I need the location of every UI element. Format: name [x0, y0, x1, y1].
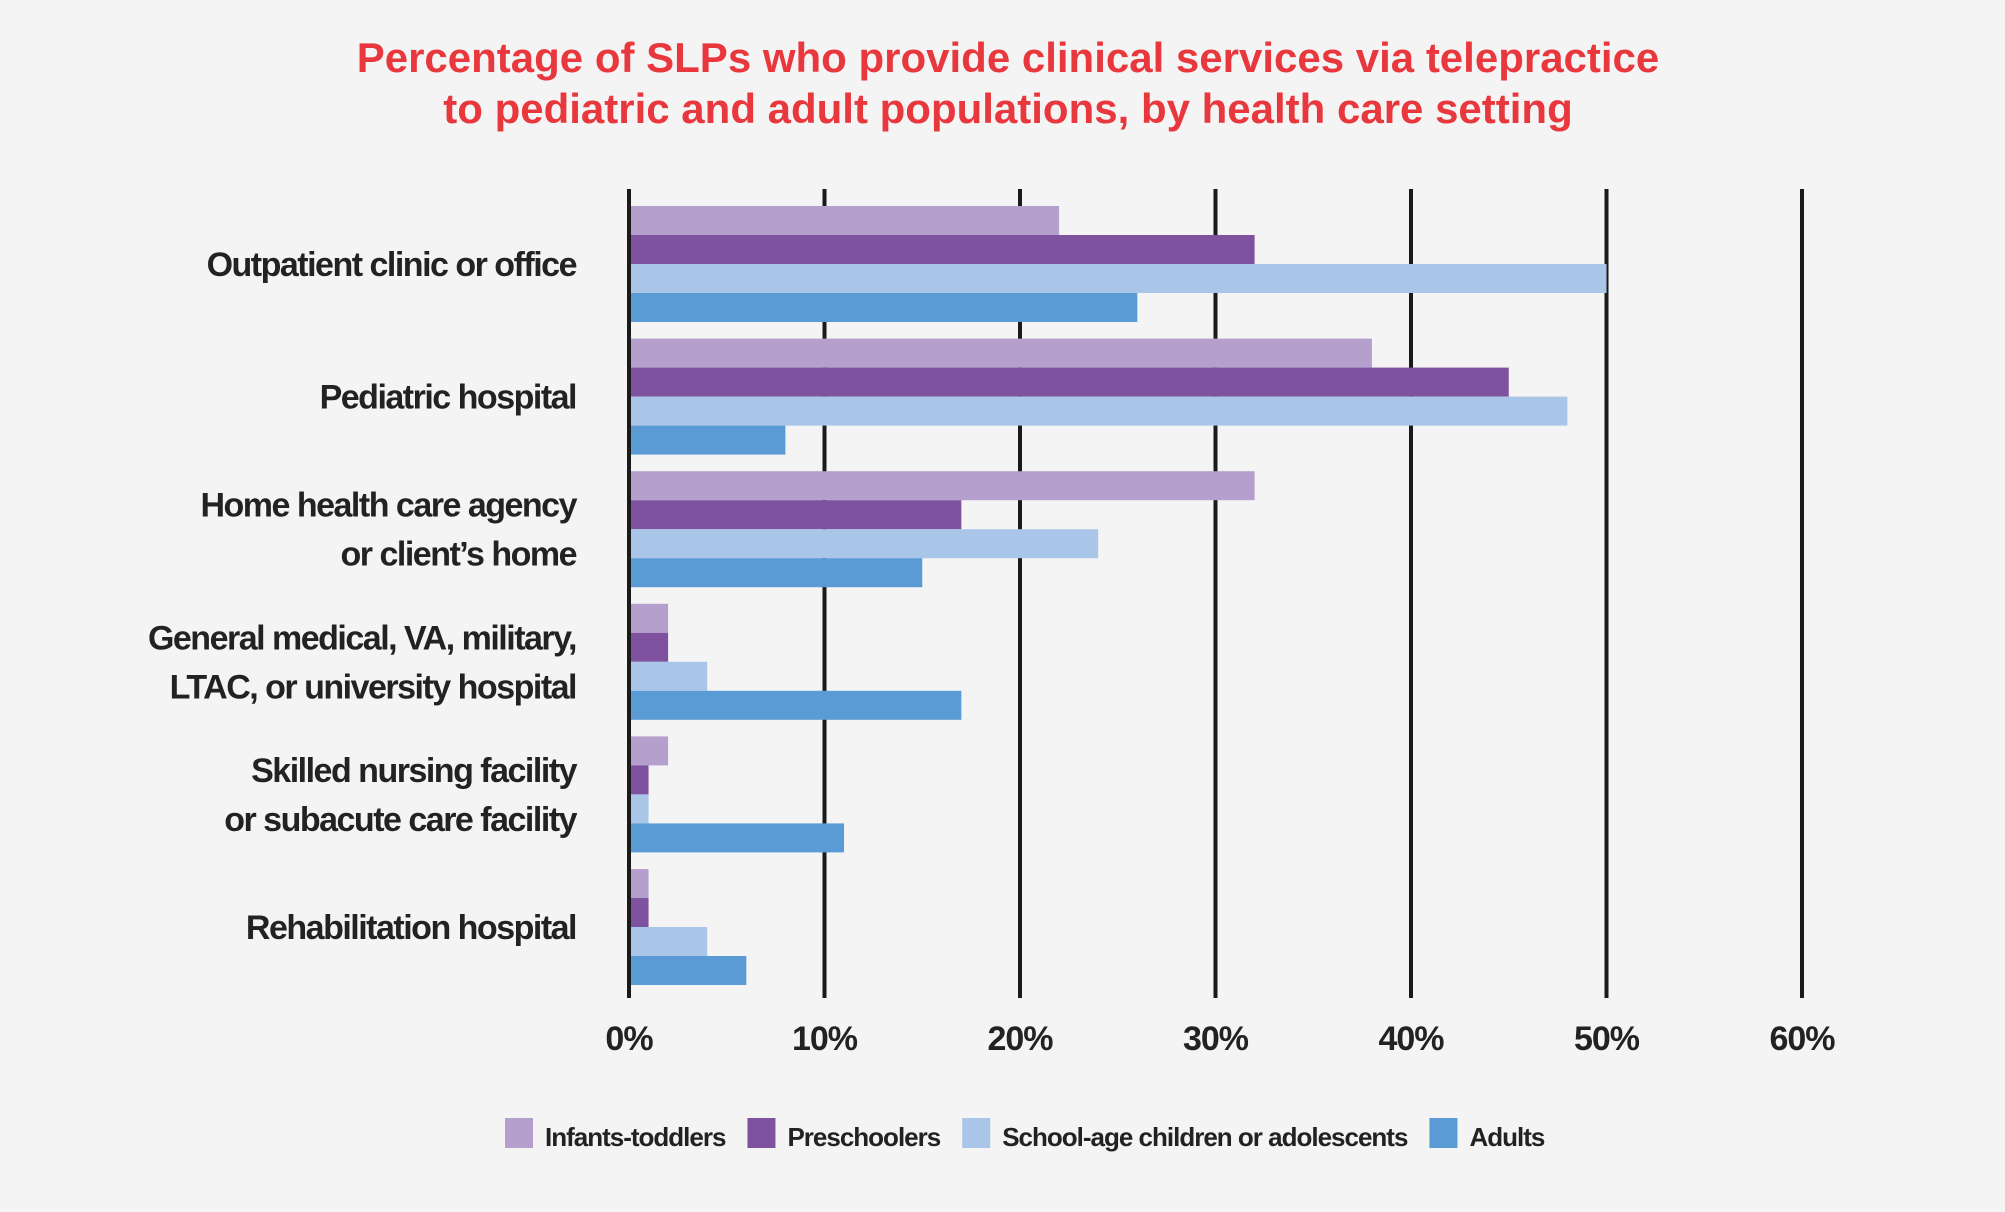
bar-adults — [631, 293, 1138, 322]
bar-school-age-children-or-adolescents — [631, 529, 1099, 559]
category-label: Rehabilitation hospital — [246, 909, 576, 947]
category-label: Pediatric hospital — [320, 379, 576, 417]
x-tick-label: 10% — [792, 1020, 858, 1058]
x-tick-label: 40% — [1378, 1020, 1444, 1058]
x-tick-label: 0% — [605, 1020, 653, 1058]
bar-infants-toddlers — [631, 206, 1060, 235]
category-label: Home health care agency — [200, 487, 577, 525]
bar-infants-toddlers — [631, 471, 1255, 501]
bar-adults — [631, 558, 923, 588]
category-label: Skilled nursing facility — [251, 752, 577, 790]
legend-label: Adults — [1469, 1122, 1544, 1152]
x-tick-label: 60% — [1769, 1020, 1835, 1058]
bar-school-age-children-or-adolescents — [631, 396, 1568, 426]
category-label: Outpatient clinic or office — [207, 246, 577, 284]
bar-adults — [631, 956, 747, 985]
bar-preschoolers — [631, 765, 649, 795]
legend-label: Infants-toddlers — [545, 1122, 726, 1152]
bar-infants-toddlers — [631, 736, 669, 766]
bar-preschoolers — [631, 898, 649, 927]
legend-label: School-age children or adolescents — [1002, 1122, 1408, 1152]
category-label: or client’s home — [341, 536, 577, 574]
bar-school-age-children-or-adolescents — [631, 794, 649, 824]
category-label: General medical, VA, military, — [148, 619, 576, 657]
x-tick-label: 20% — [987, 1020, 1053, 1058]
legend-swatch — [1429, 1118, 1458, 1148]
bar-school-age-children-or-adolescents — [631, 927, 708, 956]
bar-preschoolers — [631, 632, 669, 662]
bar-adults — [631, 690, 962, 720]
x-tick-label: 30% — [1183, 1020, 1249, 1058]
bar-preschoolers — [631, 235, 1255, 264]
chart-title-line: to pediatric and adult populations, by h… — [443, 85, 1572, 132]
category-label: LTAC, or university hospital — [170, 668, 576, 706]
bar-infants-toddlers — [631, 603, 669, 633]
bar-infants-toddlers — [631, 338, 1372, 368]
x-tick-label: 50% — [1574, 1020, 1640, 1058]
bar-adults — [631, 425, 786, 455]
bar-school-age-children-or-adolescents — [631, 661, 708, 691]
bar-adults — [631, 823, 845, 853]
bar-infants-toddlers — [631, 869, 649, 898]
category-label: or subacute care facility — [224, 801, 577, 839]
bar-preschoolers — [631, 500, 962, 530]
legend-swatch — [747, 1118, 776, 1148]
bar-school-age-children-or-adolescents — [631, 264, 1607, 293]
legend-swatch — [962, 1118, 991, 1148]
bar-preschoolers — [631, 367, 1509, 397]
chart-title-line: Percentage of SLPs who provide clinical … — [357, 34, 1660, 81]
legend-label: Preschoolers — [787, 1122, 940, 1152]
legend-swatch — [505, 1118, 533, 1148]
